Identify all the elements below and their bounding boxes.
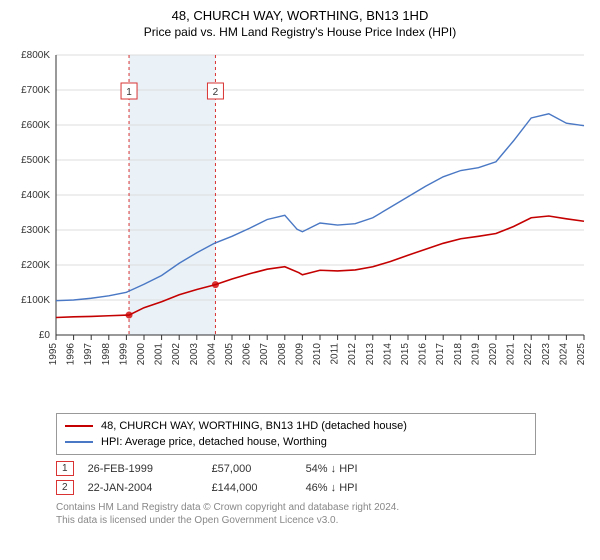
svg-text:2017: 2017 — [435, 343, 446, 366]
transaction-date: 22-JAN-2004 — [88, 482, 198, 494]
svg-text:2011: 2011 — [330, 343, 341, 365]
svg-text:1996: 1996 — [66, 343, 77, 366]
legend-label: 48, CHURCH WAY, WORTHING, BN13 1HD (deta… — [101, 418, 407, 434]
transaction-row: 2 22-JAN-2004 £144,000 46% ↓ HPI — [56, 480, 592, 495]
footer-attribution: Contains HM Land Registry data © Crown c… — [56, 501, 592, 527]
legend-item: 48, CHURCH WAY, WORTHING, BN13 1HD (deta… — [65, 418, 527, 434]
svg-text:1997: 1997 — [83, 343, 94, 366]
svg-text:2010: 2010 — [312, 343, 323, 366]
transaction-date: 26-FEB-1999 — [88, 463, 198, 475]
svg-text:2006: 2006 — [242, 343, 253, 366]
svg-text:2018: 2018 — [453, 343, 464, 366]
legend-swatch — [65, 441, 93, 443]
svg-text:2025: 2025 — [576, 343, 587, 366]
transaction-price: £144,000 — [212, 482, 292, 494]
transaction-pct: 46% ↓ HPI — [306, 482, 406, 494]
svg-text:1995: 1995 — [48, 343, 59, 366]
svg-text:2: 2 — [213, 87, 219, 98]
svg-text:£200K: £200K — [21, 260, 50, 271]
svg-text:£500K: £500K — [21, 155, 50, 166]
svg-text:2000: 2000 — [136, 343, 147, 366]
svg-text:2009: 2009 — [294, 343, 305, 366]
svg-text:1998: 1998 — [101, 343, 112, 366]
svg-text:2001: 2001 — [154, 343, 165, 366]
svg-text:2021: 2021 — [506, 343, 517, 366]
transaction-marker: 2 — [56, 480, 74, 495]
transaction-marker: 1 — [56, 461, 74, 476]
svg-text:1999: 1999 — [118, 343, 129, 366]
svg-text:£0: £0 — [39, 330, 51, 341]
transaction-row: 1 26-FEB-1999 £57,000 54% ↓ HPI — [56, 461, 592, 476]
svg-text:£300K: £300K — [21, 225, 50, 236]
legend-swatch — [65, 425, 93, 427]
svg-text:2005: 2005 — [224, 343, 235, 366]
svg-text:£800K: £800K — [21, 50, 50, 61]
svg-text:2023: 2023 — [541, 343, 552, 366]
chart-container: £0 £100K £200K £300K £400K £500K £600K £700K £80… — [8, 47, 592, 407]
transaction-price: £57,000 — [212, 463, 292, 475]
legend-label: HPI: Average price, detached house, Wort… — [101, 434, 327, 450]
svg-text:2003: 2003 — [189, 343, 200, 366]
svg-text:2022: 2022 — [523, 343, 534, 366]
svg-text:£100K: £100K — [21, 295, 50, 306]
svg-text:2008: 2008 — [277, 343, 288, 366]
page-subtitle: Price paid vs. HM Land Registry's House … — [8, 25, 592, 39]
svg-text:2016: 2016 — [418, 343, 429, 366]
svg-text:2007: 2007 — [259, 343, 270, 366]
legend-item: HPI: Average price, detached house, Wort… — [65, 434, 527, 450]
legend: 48, CHURCH WAY, WORTHING, BN13 1HD (deta… — [56, 413, 536, 455]
svg-text:2002: 2002 — [171, 343, 182, 366]
svg-text:2013: 2013 — [365, 343, 376, 366]
line-chart: £0 £100K £200K £300K £400K £500K £600K £700K £80… — [8, 47, 592, 407]
page-title: 48, CHURCH WAY, WORTHING, BN13 1HD — [8, 8, 592, 23]
svg-text:2019: 2019 — [470, 343, 481, 366]
svg-text:2014: 2014 — [382, 343, 393, 366]
transaction-pct: 54% ↓ HPI — [306, 463, 406, 475]
svg-text:2012: 2012 — [347, 343, 358, 366]
svg-text:1: 1 — [126, 87, 132, 98]
footer-line1: Contains HM Land Registry data © Crown c… — [56, 501, 592, 514]
svg-text:£600K: £600K — [21, 120, 50, 131]
svg-text:£400K: £400K — [21, 190, 50, 201]
svg-text:2015: 2015 — [400, 343, 411, 366]
svg-text:2020: 2020 — [488, 343, 499, 366]
footer-line2: This data is licensed under the Open Gov… — [56, 514, 592, 527]
svg-text:2004: 2004 — [206, 343, 217, 366]
svg-text:2024: 2024 — [558, 343, 569, 366]
transactions: 1 26-FEB-1999 £57,000 54% ↓ HPI 2 22-JAN-2004… — [8, 461, 592, 495]
svg-text:£700K: £700K — [21, 85, 50, 96]
